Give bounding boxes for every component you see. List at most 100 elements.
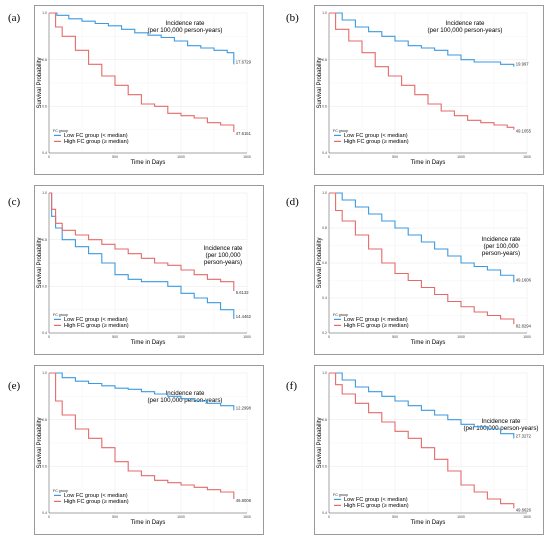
series-line-high-fc — [49, 12, 235, 132]
incidence-value-label: 82.8294 — [516, 323, 532, 328]
incidence-value-label: 19.997 — [516, 62, 529, 67]
incidence-value-label: 46.8008 — [236, 498, 252, 503]
y-axis-title: Survival Probability — [37, 417, 43, 468]
x-tick-label: 1500 — [243, 515, 251, 519]
y-tick-label: 0.2 — [322, 331, 327, 335]
x-axis-title: Time in Days — [131, 520, 166, 526]
x-tick-label: 1000 — [457, 515, 465, 519]
survival-chart-e: 0.4 0.6 0.8 1.0 0 500 1000 1500 Time in Days Surv… — [37, 371, 252, 526]
y-tick-label: 0.6 — [322, 261, 327, 265]
y-tick-label: 0.4 — [322, 511, 327, 515]
chart-panel-e: 0.4 0.6 0.8 1.0 0 500 1000 1500 Time in Days Surv… — [34, 365, 264, 535]
y-tick-label: 0.6 — [322, 105, 327, 109]
y-tick-label: 0.6 — [42, 105, 47, 109]
series-line-high-fc — [329, 12, 515, 130]
y-tick-label: 0.4 — [322, 296, 327, 300]
x-tick-label: 0 — [328, 335, 330, 339]
x-tick-label: 1500 — [523, 515, 531, 519]
series-line-low-fc — [329, 192, 515, 283]
y-tick-label: 0.4 — [322, 151, 327, 155]
incidence-rate-title-line: Incidence rate — [446, 20, 485, 27]
x-axis-title: Time in Days — [131, 340, 166, 346]
incidence-value-label: 17.6729 — [236, 59, 252, 64]
incidence-value-label: 49.6626 — [516, 507, 532, 512]
x-tick-label: 1000 — [177, 335, 185, 339]
x-tick-label: 1000 — [177, 155, 185, 159]
y-tick-label: 0.8 — [42, 58, 47, 62]
incidence-rate-title-line: Incidence rate — [166, 390, 205, 397]
x-axis-title: Time in Days — [411, 520, 446, 526]
y-tick-label: 0.4 — [42, 511, 47, 515]
y-tick-label: 1.0 — [42, 11, 47, 15]
x-tick-label: 0 — [328, 515, 330, 519]
legend-entry: High FC group (≥ median) — [64, 139, 129, 145]
incidence-value-label: 5.6132 — [236, 290, 249, 295]
legend-entry: High FC group (≥ median) — [344, 503, 409, 509]
x-axis-title: Time in Days — [131, 160, 166, 166]
panel-label-a: (a) — [8, 12, 21, 24]
chart-panel-d: 0.2 0.4 0.6 0.8 1.0 0 500 1000 1500 Time in Days S… — [314, 185, 544, 355]
x-tick-label: 500 — [392, 155, 398, 159]
x-tick-label: 0 — [48, 515, 50, 519]
incidence-rate-title-line: Incidence rate — [166, 20, 205, 27]
x-tick-label: 1500 — [523, 155, 531, 159]
panel-label-c: (c) — [8, 196, 21, 208]
incidence-rate-title-line: person-years) — [482, 250, 520, 257]
y-tick-label: 0.8 — [322, 226, 327, 230]
incidence-value-label: 12.2998 — [236, 405, 252, 410]
y-tick-label: 0.4 — [42, 151, 47, 155]
x-axis-title: Time in Days — [411, 160, 446, 166]
series-line-low-fc — [49, 372, 235, 411]
incidence-rate-title-line: (per 100,000 person-years) — [148, 27, 223, 34]
series-line-high-fc — [49, 192, 235, 291]
y-tick-label: 1.0 — [42, 191, 47, 195]
legend-entry: High FC group (≥ median) — [344, 139, 409, 145]
legend-entry: Low FC group (< median) — [344, 133, 408, 139]
x-tick-label: 1000 — [177, 515, 185, 519]
x-tick-label: 1500 — [523, 335, 531, 339]
legend-title: FC group — [53, 313, 68, 317]
legend-entry: High FC group (≥ median) — [64, 323, 129, 329]
survival-chart-f: 0.4 0.6 0.8 1.0 0 500 1000 1500 Time in Days Surv… — [317, 371, 538, 526]
panel-label-f: (f) — [286, 380, 297, 392]
panel-label-b: (b) — [286, 12, 299, 24]
legend-entry: Low FC group (< median) — [64, 493, 128, 499]
x-tick-label: 0 — [48, 155, 50, 159]
y-tick-label: 0.4 — [42, 331, 47, 335]
y-tick-label: 0.6 — [42, 465, 47, 469]
legend-title: FC group — [333, 493, 348, 497]
survival-chart-b: 0.4 0.6 0.8 1.0 0 500 1000 1500 Time in Days Surv… — [317, 11, 532, 166]
series-line-low-fc — [329, 12, 515, 67]
x-tick-label: 500 — [392, 515, 398, 519]
series-line-low-fc — [329, 372, 515, 439]
legend-title: FC group — [333, 313, 348, 317]
x-tick-label: 500 — [112, 155, 118, 159]
chart-panel-a: 0.4 0.6 0.8 1.0 0 500 1000 1500 Time in Days Surv… — [34, 5, 264, 175]
y-tick-label: 1.0 — [322, 11, 327, 15]
y-tick-label: 0.8 — [322, 418, 327, 422]
x-tick-label: 500 — [112, 515, 118, 519]
x-tick-label: 1000 — [457, 155, 465, 159]
y-axis-title: Survival Probability — [37, 237, 43, 288]
x-tick-label: 500 — [392, 335, 398, 339]
incidence-rate-title-line: Incidence rate — [482, 236, 521, 243]
y-axis-title: Survival Probability — [317, 417, 323, 468]
incidence-value-label: 27.3272 — [516, 433, 532, 438]
incidence-rate-title-line: person-years) — [204, 259, 242, 266]
incidence-rate-title-line: (per 100,000 — [205, 252, 241, 259]
x-tick-label: 1500 — [243, 335, 251, 339]
y-axis-title: Survival Probability — [37, 57, 43, 108]
survival-chart-c: 0.4 0.6 0.8 1.0 0 500 1000 1500 Time in Days Surv… — [37, 191, 252, 346]
incidence-rate-title-line: (per 100,000 person-years) — [428, 27, 503, 34]
y-tick-label: 0.8 — [322, 58, 327, 62]
survival-chart-a: 0.4 0.6 0.8 1.0 0 500 1000 1500 Time in Days Surv… — [37, 11, 252, 166]
incidence-value-label: 47.6151 — [236, 131, 252, 136]
legend-entry: High FC group (≥ median) — [64, 499, 129, 505]
x-tick-label: 1500 — [243, 155, 251, 159]
incidence-rate-title-line: (per 100,000 person-years) — [148, 397, 223, 404]
y-tick-label: 1.0 — [42, 371, 47, 375]
y-tick-label: 0.8 — [42, 418, 47, 422]
chart-panel-c: 0.4 0.6 0.8 1.0 0 500 1000 1500 Time in Days Surv… — [34, 185, 264, 355]
incidence-rate-title-line: Incidence rate — [482, 418, 521, 425]
legend-entry: High FC group (≥ median) — [344, 323, 409, 329]
